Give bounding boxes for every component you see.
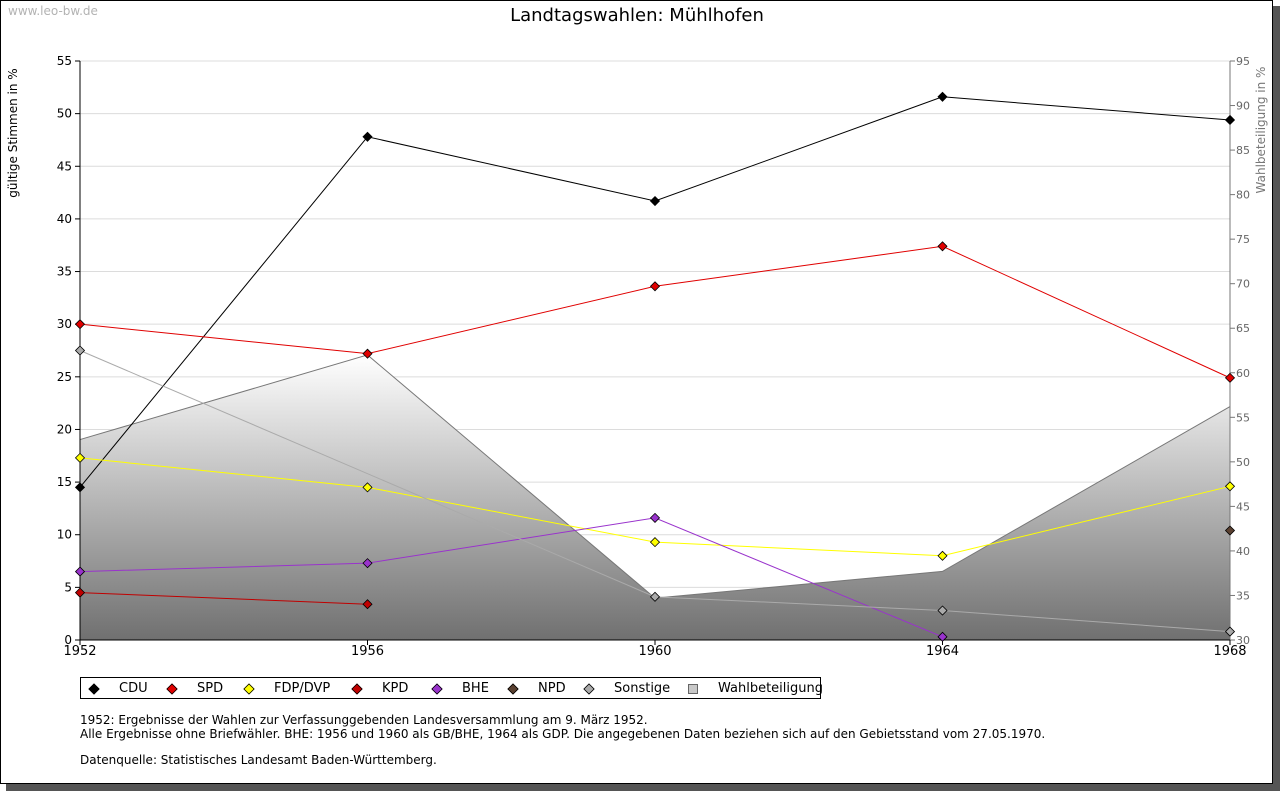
marker-spd (1224, 372, 1236, 383)
marker-kpd (74, 587, 86, 598)
y-tick-label: 20 (57, 422, 72, 436)
y2-tick-label: 40 (1236, 545, 1250, 558)
marker-fdp-dvp (649, 537, 661, 548)
y2-tick-label: 30 (1236, 634, 1250, 647)
marker-fdp-dvp (362, 482, 373, 493)
y2-axis-label: Wahlbeteiligung in % (1254, 67, 1268, 194)
marker-spd (937, 241, 948, 252)
marker-bhe (74, 566, 86, 577)
legend-label: KPD (382, 681, 409, 696)
series-line-sonstige (79, 350, 1231, 633)
y-tick-label: 5 (64, 580, 72, 594)
marker-cdu (74, 482, 86, 493)
frame-shadow-bottom (6, 784, 1280, 791)
y2-tick-label: 75 (1236, 233, 1250, 246)
legend-marker (431, 683, 443, 695)
legend-marker (351, 683, 363, 695)
marker-fdp-dvp (937, 550, 948, 561)
marker-cdu (937, 91, 948, 102)
y2-tick-label: 35 (1236, 589, 1250, 602)
y-tick-label: 10 (57, 528, 72, 542)
legend-marker (688, 684, 698, 694)
legend-label: Sonstige (614, 681, 671, 696)
x-tick-label: 1956 (351, 644, 384, 659)
y-tick-label: 35 (57, 265, 72, 279)
note-source: Datenquelle: Statistisches Landesamt Bad… (80, 753, 437, 767)
legend-label: SPD (197, 681, 224, 696)
legend-marker (583, 683, 595, 695)
note-line-2: Alle Ergebnisse ohne Briefwähler. BHE: 1… (80, 727, 1046, 741)
marker-bhe (362, 558, 373, 569)
marker-sonstige (649, 591, 661, 602)
marker-bhe (937, 631, 948, 642)
series-line-spd (79, 245, 1231, 379)
x-tick-label: 1952 (63, 644, 96, 659)
y2-tick-label: 80 (1236, 189, 1250, 202)
x-tick-label: 1960 (638, 644, 671, 659)
marker-npd (1224, 525, 1236, 536)
legend-marker (166, 683, 178, 695)
y2-tick-label: 70 (1236, 278, 1250, 291)
legend-label: BHE (462, 681, 489, 696)
legend-label: FDP/DVP (274, 681, 331, 696)
legend-label: Wahlbeteiligung (718, 681, 824, 696)
y-tick-label: 30 (57, 317, 72, 331)
axes: 0 5 10 15 20 25 30 35 40 45 50 55 30 35 40 45 50 55 60 65 70… (57, 54, 1250, 659)
y-tick-label: 40 (57, 212, 72, 226)
legend-marker (507, 683, 519, 695)
series-line-kpd (79, 592, 368, 605)
y2-tick-label: 45 (1236, 500, 1250, 513)
chart-title: Landtagswahlen: Mühlhofen (510, 5, 764, 26)
watermark: www.leo-bw.de (8, 4, 98, 18)
marker-fdp-dvp (74, 452, 86, 463)
marker-cdu (362, 131, 373, 142)
marker-sonstige (937, 605, 948, 616)
legend: CDU SPD FDP/DVP KPD BHE NPD Sonstige Wahlbeteil… (80, 677, 824, 699)
marker-kpd (362, 599, 373, 610)
series-markers (74, 91, 1236, 642)
marker-spd (74, 319, 86, 330)
marker-spd (649, 281, 661, 292)
y-tick-label: 0 (64, 633, 72, 647)
y-tick-label: 15 (57, 475, 72, 489)
y2-tick-label: 90 (1236, 100, 1250, 113)
y-axis-label: gültige Stimmen in % (6, 68, 20, 197)
marker-fdp-dvp (1224, 481, 1236, 492)
x-tick-label: 1968 (1213, 644, 1246, 659)
legend-label: CDU (119, 681, 148, 696)
marker-cdu (649, 195, 661, 207)
marker-sonstige (74, 345, 86, 356)
y2-tick-label: 85 (1236, 144, 1250, 157)
legend-label: NPD (538, 681, 566, 696)
y-tick-label: 55 (57, 54, 72, 68)
y-tick-label: 25 (57, 370, 72, 384)
legend-marker (243, 683, 255, 695)
note-line-1: 1952: Ergebnisse der Wahlen zur Verfassu… (80, 713, 648, 727)
x-tick-label: 1964 (926, 644, 959, 659)
y2-tick-label: 55 (1236, 411, 1250, 424)
y-tick-label: 50 (57, 107, 72, 121)
y2-tick-label: 95 (1236, 55, 1250, 68)
series-line-bhe (79, 517, 943, 638)
frame-shadow-right (1273, 6, 1280, 791)
y2-tick-label: 60 (1236, 367, 1250, 380)
y2-tick-label: 65 (1236, 322, 1250, 335)
y2-tick-label: 50 (1236, 456, 1250, 469)
marker-spd (362, 348, 373, 359)
turnout-area-fill (80, 354, 1230, 640)
legend-marker (88, 683, 100, 695)
marker-bhe (649, 512, 661, 523)
marker-cdu (1224, 114, 1236, 126)
marker-sonstige (1224, 626, 1236, 637)
y-tick-label: 45 (57, 159, 72, 173)
